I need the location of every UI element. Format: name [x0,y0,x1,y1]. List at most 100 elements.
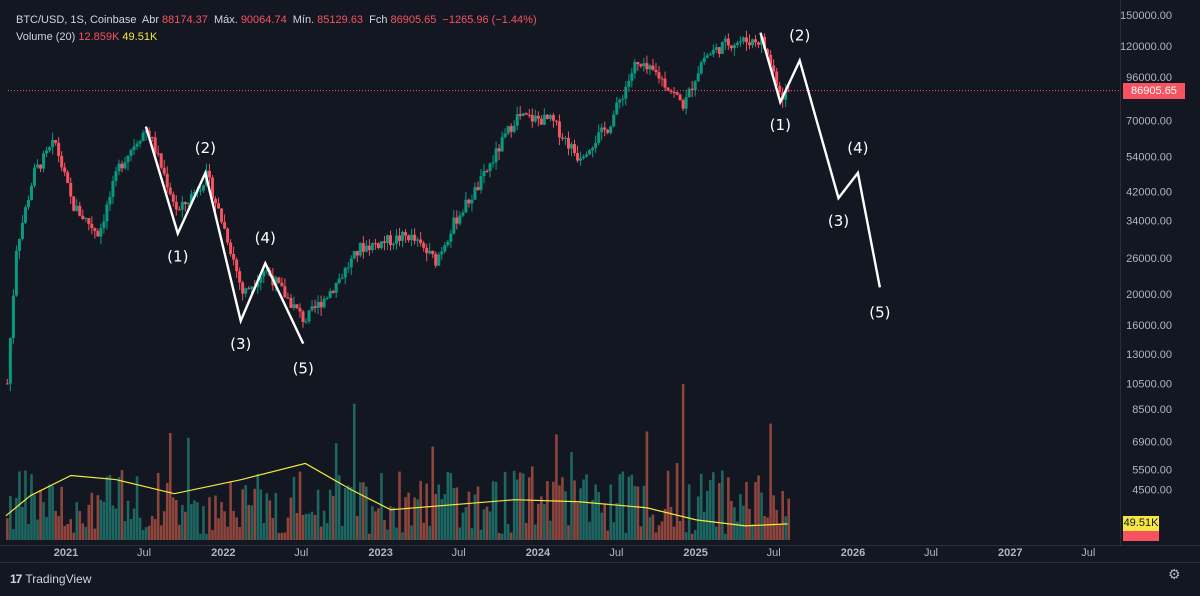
candle-body [741,37,745,42]
candle-body [569,144,573,149]
volume-bar [114,508,118,540]
candle-body [343,268,347,278]
candle-body [220,208,224,223]
candle-body [497,148,501,152]
candle-body [639,64,643,67]
volume-bar [253,488,257,540]
candle-body [645,63,649,70]
volume-bar [642,485,646,540]
volume-bar [322,510,326,540]
volume-bar [123,521,127,540]
volume-bar [509,532,513,540]
candle-body [20,222,24,239]
candle-body [331,291,335,293]
candle-body [563,137,567,139]
candle-body [105,204,109,222]
tradingview-brand[interactable]: 17 TradingView [10,572,91,586]
volume-bars [6,384,791,540]
candle-body [5,383,9,385]
volume-bar [289,497,293,540]
time-tick-label: 2025 [683,547,707,559]
volume-bar [552,481,555,540]
volume-bar [48,484,51,540]
candle-body [214,198,218,204]
candle-body [582,156,586,159]
volume-bar [684,532,688,540]
volume-bar [579,488,582,540]
candle-body [401,232,405,241]
candle-body [192,191,196,195]
volume-bar [349,487,353,540]
candle-body [301,311,305,322]
candle-body [138,141,142,144]
candle-body [298,308,302,312]
volume-bar [422,522,425,540]
wave-label: (2) [789,27,810,45]
volume-bar [503,471,507,540]
candle-body [422,243,426,248]
volume-ma-line [5,462,788,527]
price-tick-label: 54000.00 [1126,152,1172,164]
volume-header[interactable]: Volume (20) 12.859K 49.51K [16,31,157,43]
volume-bar [512,470,516,540]
wave-label: (5) [869,303,890,321]
candle-body [201,185,205,191]
candle-body [735,42,739,46]
candle-body [189,194,193,203]
candle-body [775,71,779,86]
candle-body [241,282,245,294]
candle-body [346,267,350,269]
candle-body [666,87,670,91]
candle-body [8,338,12,384]
candle-body [476,187,480,190]
volume-bar [470,528,474,540]
candle-body [398,235,402,241]
volume-bar [295,512,299,540]
volume-bar [27,524,30,540]
volume-bar [178,524,181,540]
candle-body [247,288,251,290]
wave-label: (3) [230,335,251,353]
volume-bar [244,485,247,540]
candle-body [413,234,417,241]
candle-body [675,92,679,95]
volume-bar [467,491,471,540]
volume-bar [66,523,69,540]
volume-bar [235,517,238,540]
candle-body [26,199,30,208]
candle-body [594,143,598,148]
settings-icon[interactable]: ⚙ [1168,566,1181,582]
candle-body [648,65,652,70]
volume-bar [413,497,416,540]
candle-body [627,80,631,87]
volume-bar [654,532,658,540]
volume-bar [751,524,754,540]
volume-bar [51,485,54,540]
volume-bar [401,532,404,540]
candle-body [250,286,254,290]
candle-body [69,182,73,197]
volume-bar [217,518,220,540]
candle-body [449,233,453,242]
candle-body [696,73,700,82]
candle-body [717,47,721,54]
candle-body [316,302,320,308]
price-tick-label: 16000.00 [1126,320,1172,332]
symbol-header[interactable]: BTC/USD, 1S, Coinbase Abr 88174.37 Máx. 90… [16,14,540,26]
volume-bar [45,516,48,540]
volume-bar [609,484,613,540]
candle-body [539,118,543,125]
volume-bar [220,501,223,540]
wave-path [759,32,882,288]
candle-body [48,147,52,151]
volume-bar [343,487,347,540]
volume-bar [328,489,332,540]
volume-bar [485,506,489,540]
candle-body [183,202,187,205]
candle-body [518,114,522,117]
volume-bar [576,502,579,540]
volume-bar [259,489,263,540]
candle-body [425,247,429,254]
price-tick-label: 10500.00 [1126,378,1172,390]
